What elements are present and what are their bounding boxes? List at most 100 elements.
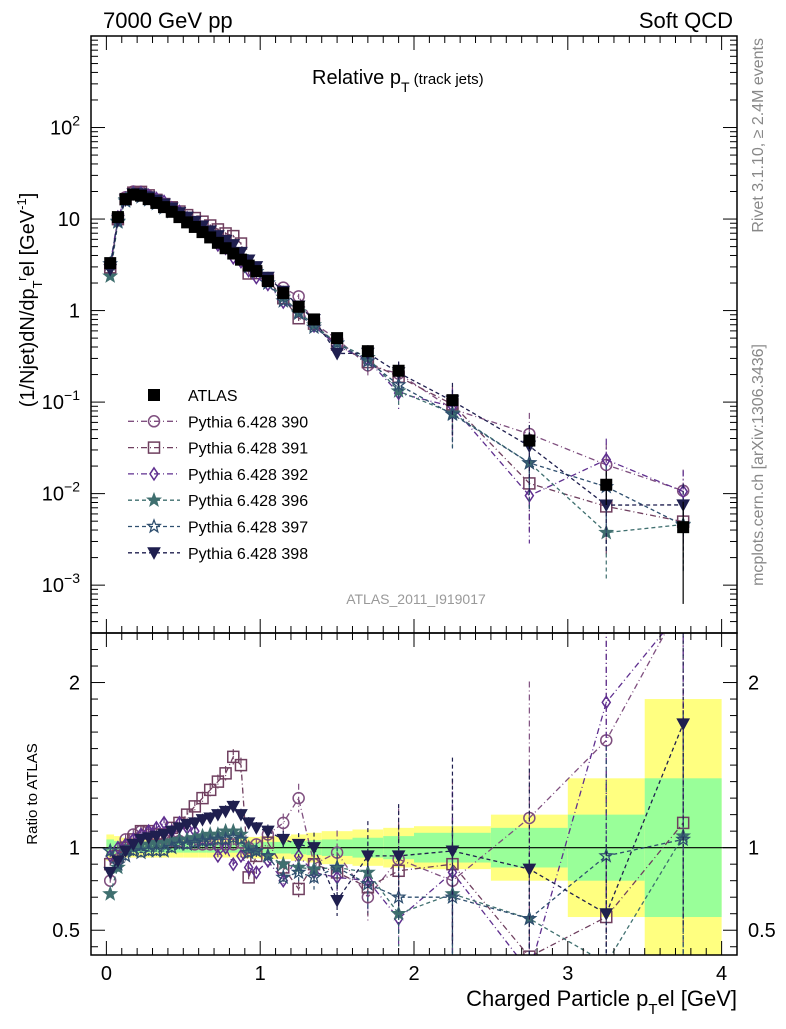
atlas-point bbox=[331, 332, 344, 345]
ratio-tick-label-right: 2 bbox=[748, 673, 759, 695]
ratio-tick-label-left: 1 bbox=[69, 838, 80, 860]
ratio-point bbox=[240, 844, 257, 860]
ratio-point bbox=[391, 850, 406, 863]
y-tick-label: 10−3 bbox=[42, 570, 80, 597]
legend-label: Pythia 6.428 398 bbox=[188, 546, 308, 563]
ratio-point bbox=[159, 815, 169, 831]
ratio-point bbox=[202, 832, 219, 848]
ratio-point bbox=[217, 831, 234, 847]
atlas-point bbox=[104, 257, 117, 270]
ratio-point bbox=[126, 838, 141, 852]
y-axis-label-main: (1/Njet)dN/dp bbox=[17, 288, 39, 407]
ratio-point bbox=[249, 822, 264, 835]
ratio-line-4 bbox=[109, 837, 684, 920]
x-tick-label: 1 bbox=[255, 963, 266, 985]
ratio-series bbox=[102, 633, 692, 978]
atlas-data-points bbox=[104, 188, 690, 604]
ratio-point bbox=[261, 825, 275, 839]
plot-title: Relative pT (track jets) bbox=[312, 67, 484, 95]
ratio-point bbox=[522, 863, 537, 877]
y-tick-label: 1 bbox=[69, 301, 80, 323]
ratio-point bbox=[188, 800, 202, 813]
header-energy: 7000 GeV pp bbox=[103, 8, 233, 33]
ratio-point bbox=[251, 865, 262, 880]
legend-marker bbox=[146, 491, 162, 508]
ratio-point bbox=[220, 840, 231, 856]
x-tick-label: 2 bbox=[408, 963, 419, 985]
ratio-point bbox=[212, 848, 223, 864]
ratio-point bbox=[234, 809, 248, 822]
y-tick-exponent: −3 bbox=[64, 570, 80, 586]
legend-label: Pythia 6.428 396 bbox=[188, 493, 308, 510]
atlas-point bbox=[308, 313, 321, 326]
y-tick-base: 1 bbox=[69, 301, 80, 323]
mcplots-label: mcplots.cern.ch [arXiv:1306.3436] bbox=[750, 344, 767, 586]
y-tick-base: 10 bbox=[42, 392, 64, 414]
ratio-tick-label-left: 2 bbox=[69, 673, 80, 695]
ratio-point bbox=[292, 882, 305, 896]
legend-marker bbox=[147, 415, 161, 428]
ratio-point bbox=[187, 817, 202, 830]
y-axis-label: (1/Njet)dN/dpTrel [GeV-1] bbox=[14, 193, 45, 408]
y-axis-label-close: ] bbox=[17, 193, 39, 199]
ratio-point bbox=[172, 822, 187, 835]
y-tick-exponent: −2 bbox=[64, 479, 80, 495]
ratio-point bbox=[292, 791, 305, 805]
ratio-point bbox=[203, 812, 218, 825]
ratio-point bbox=[211, 809, 225, 822]
legend-marker bbox=[148, 389, 160, 401]
atlas-point bbox=[523, 434, 536, 447]
legend: ATLAS Pythia 6.428 390 Pythia 6.428 391 Pyt… bbox=[128, 388, 308, 563]
ratio-point bbox=[111, 855, 125, 868]
ratio-point bbox=[219, 767, 232, 780]
ratio-point bbox=[102, 842, 119, 858]
ratio-point bbox=[525, 966, 533, 978]
x-axis-label: Charged Particle pTel [GeV] bbox=[466, 986, 737, 1018]
ratio-point bbox=[601, 695, 612, 710]
legend-label: ATLAS bbox=[188, 388, 238, 405]
ratio-point bbox=[242, 871, 255, 884]
x-tick-label: 0 bbox=[101, 963, 112, 985]
ratio-point bbox=[675, 831, 692, 847]
ratio-point bbox=[307, 842, 321, 855]
axes bbox=[90, 35, 738, 956]
atlas-point bbox=[677, 521, 690, 534]
series-point bbox=[601, 452, 612, 468]
legend-label: Pythia 6.428 390 bbox=[188, 414, 308, 431]
plot-title-suffix: (track jets) bbox=[410, 71, 484, 88]
ratio-point bbox=[445, 845, 460, 859]
ratio-point bbox=[233, 831, 249, 847]
y-axis-label-unit-sup: -1 bbox=[14, 198, 29, 210]
atlas-point bbox=[446, 394, 459, 407]
ratio-point bbox=[290, 863, 307, 880]
y-axis-label-sub: T bbox=[30, 280, 45, 288]
atlas-point bbox=[227, 247, 240, 260]
legend-marker bbox=[149, 466, 159, 482]
ratio-point bbox=[225, 829, 242, 845]
y-tick-base: 10 bbox=[42, 575, 64, 597]
ratio-point bbox=[211, 775, 225, 788]
y-tick-label: 102 bbox=[50, 113, 80, 140]
ratio-point bbox=[275, 868, 292, 885]
main-frame bbox=[90, 35, 738, 634]
y-axis-label-suffix: el [GeV bbox=[17, 209, 39, 276]
ratio-point bbox=[134, 833, 148, 847]
atlas-point bbox=[261, 275, 274, 288]
series-point bbox=[330, 347, 344, 361]
ratio-point bbox=[180, 819, 194, 832]
ratio-point bbox=[149, 830, 164, 844]
ratio-point bbox=[361, 850, 375, 863]
y-tick-label: 10 bbox=[58, 209, 80, 231]
x-tick-label: 4 bbox=[716, 963, 727, 985]
ratio-point bbox=[276, 833, 291, 847]
legend-marker bbox=[147, 547, 161, 560]
ratio-point bbox=[234, 758, 248, 772]
ratio-point bbox=[330, 895, 344, 908]
ratio-point bbox=[275, 855, 292, 871]
ratio-point bbox=[226, 800, 241, 814]
header-category: Soft QCD bbox=[639, 8, 733, 33]
y-tick-base: 10 bbox=[50, 118, 72, 140]
ratio-point bbox=[599, 908, 614, 921]
